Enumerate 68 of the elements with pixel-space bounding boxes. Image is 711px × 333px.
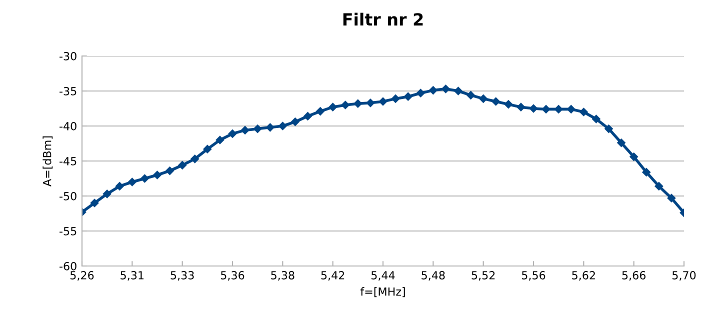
point — [190, 154, 200, 164]
point — [492, 97, 500, 106]
point — [140, 174, 149, 183]
point — [630, 152, 638, 161]
y-tick-label: -30 — [60, 52, 76, 60]
x-tick-label: 5,56 — [522, 271, 546, 281]
point — [328, 102, 337, 112]
y-tick-label: -35 — [60, 86, 76, 96]
point — [354, 99, 362, 108]
point — [617, 138, 626, 147]
point — [466, 91, 475, 100]
point — [654, 182, 664, 190]
point — [166, 166, 174, 175]
point — [102, 190, 112, 198]
x-tick-label: 5,42 — [321, 271, 344, 281]
x-tick-label: 5,70 — [672, 271, 696, 281]
chart-title: Filtr nr 2 — [343, 12, 423, 26]
point — [580, 108, 588, 116]
point — [90, 198, 99, 208]
point — [516, 102, 526, 112]
point — [304, 112, 312, 120]
x-tick-label: 5,62 — [572, 271, 595, 281]
y-tick-label: -60 — [60, 262, 76, 270]
point — [316, 107, 324, 116]
point — [291, 118, 300, 126]
point — [341, 100, 350, 110]
point — [266, 123, 274, 132]
point — [178, 161, 186, 170]
y-tick-label: -40 — [60, 122, 76, 130]
point — [529, 104, 538, 113]
point — [442, 84, 450, 94]
point — [278, 122, 287, 130]
y-tick-label: -45 — [60, 157, 76, 166]
point — [366, 98, 375, 108]
point — [115, 182, 124, 190]
point — [592, 114, 600, 124]
point — [128, 178, 136, 186]
point — [203, 144, 212, 154]
point — [454, 86, 462, 96]
point — [240, 126, 250, 134]
point — [667, 194, 676, 202]
x-tick-label: 5,52 — [472, 271, 495, 281]
y-tick-label: -55 — [60, 227, 76, 236]
point — [642, 168, 651, 176]
x-tick-label: 5,36 — [220, 271, 244, 281]
point — [504, 100, 513, 108]
point — [153, 170, 162, 180]
y-axis-title: A=[dBm] — [42, 136, 53, 186]
x-tick-label: 5,38 — [271, 271, 294, 281]
point — [391, 94, 400, 103]
x-tick-label: 5,31 — [120, 271, 144, 281]
point — [404, 92, 412, 101]
x-tick-label: 5,26 — [70, 271, 94, 281]
x-axis-title: f=[MHz] — [360, 287, 405, 298]
point — [216, 136, 224, 144]
x-tick-label: 5,33 — [170, 271, 194, 281]
point — [253, 124, 262, 133]
x-tick-label: 5,48 — [422, 271, 445, 281]
point — [378, 97, 388, 106]
point — [429, 86, 438, 94]
point — [542, 105, 550, 114]
point — [228, 130, 237, 138]
y-tick-label: -50 — [60, 192, 76, 200]
x-tick-label: 5,66 — [622, 271, 646, 281]
point — [479, 94, 488, 103]
x-tick-label: 5,44 — [371, 271, 395, 281]
point — [416, 88, 425, 98]
point — [604, 124, 613, 133]
